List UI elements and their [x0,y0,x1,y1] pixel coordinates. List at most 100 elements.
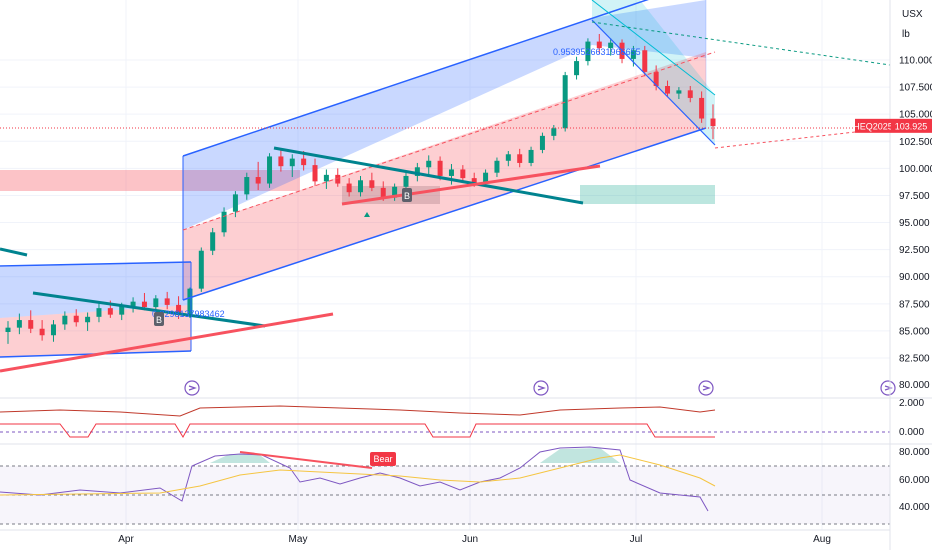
osc1-tick-label: 0.000 [899,427,924,438]
rsi-pane: Bear [0,443,932,525]
symbol-tag-bg [855,118,891,133]
candle-body [312,165,318,182]
replay-icon-arrow [537,385,546,391]
candle-body [608,42,614,49]
price-tick-label: 97.500 [899,191,930,202]
candle-body [687,90,693,98]
candle-body [85,316,91,323]
candlestick-series [5,33,716,344]
candle-body [16,320,22,328]
candle-body [574,61,580,76]
candle-body [141,301,147,308]
candle-body [562,75,568,129]
candle-body [676,90,682,94]
candle-body [380,187,386,198]
oscillator-pane-1 [0,397,932,439]
unit-label-lb: lb [902,29,910,40]
candle-body [198,250,204,289]
candle-body [494,160,500,173]
osc1-line [0,405,716,417]
b-marker-text: B [156,315,162,325]
bear-divergence-line [239,451,373,469]
price-tag-text: 103.925 [895,121,928,131]
candle-body [176,304,182,315]
replay-icon [698,380,714,396]
candle-body [642,50,648,72]
rsi-ma-line [0,454,716,496]
time-tick-label: May [289,534,308,545]
b-marker-bg [402,188,412,202]
candle-body [5,327,11,332]
rsi-tick-label: 80.000 [899,447,930,458]
b-marker-text: B [404,191,410,201]
desc-channel-top [591,0,716,96]
candle-body [414,167,420,176]
trendline-teal-1 [0,247,28,257]
support-zone [580,185,715,204]
price-axis[interactable]: USX lb 110.000 107.500 105.000 102.500 100.000… [853,0,932,550]
candle-body [483,172,489,183]
candle-body [665,86,671,94]
candle-body [517,154,523,163]
replay-icon-arrow [188,385,197,391]
candle-body [426,160,432,168]
unit-label-usx: USX [902,9,923,20]
replay-icon [184,380,200,396]
candle-body [278,156,284,167]
candle-body [699,97,705,119]
main-channel-lower-fill [183,52,706,300]
bear-label-text: Bear [373,454,392,464]
replay-icon-circle [698,380,714,396]
candle-body [244,177,250,195]
replay-icon-circle [184,380,200,396]
candle-body [50,324,56,336]
osc1-top-tick-label: 80.000 [899,380,930,391]
rsi-tick-label: 60.000 [899,475,930,486]
candle-body [28,320,34,329]
candle-body [232,194,238,212]
price-tick-label: 95.000 [899,218,930,229]
b-marker-bg [154,312,164,326]
candle-body [96,308,102,317]
b-marker: B [154,312,164,326]
candle-body [358,180,363,193]
candle-body [221,211,227,233]
candle-body [62,315,68,325]
price-tick-label: 100.000 [899,164,932,175]
osc1-step-line [0,423,715,439]
candle-body [130,301,136,306]
candle-body [505,154,511,161]
left-channel-lower-fill [0,305,191,357]
desc-channel-fill [592,0,715,145]
price-tick-label: 107.500 [899,83,932,94]
candle-body [210,232,216,251]
time-tick-label: Jul [630,534,643,545]
rsi-overbought-fill-1 [210,454,270,463]
osc1-tick-label: 2.000 [899,398,924,409]
price-tick-label: 90.000 [899,272,930,283]
rsi-overbought-fill-2 [540,448,620,463]
main-channel-upper-fill [183,0,706,230]
candle-body [392,186,398,198]
candle-body [255,177,261,184]
candle-body [187,288,193,315]
fib-label-2: 0.8298137983462 [152,309,225,319]
candle-body [596,41,602,49]
price-tick-label: 105.000 [899,110,932,121]
candle-body [164,298,170,305]
price-tick-label: 102.500 [899,137,932,148]
price-tag-bg [891,118,932,133]
candle-body [73,315,79,323]
drawing-zones [0,0,715,357]
candle-body [39,328,45,336]
price-tick-label: 85.000 [899,326,930,337]
candle-body [551,128,557,136]
candle-body [107,308,113,315]
candle-body [335,174,341,184]
projection-line-teal [591,21,891,66]
time-axis[interactable]: Apr May Jun Jul Aug [0,529,890,545]
replay-icon-circle [880,380,896,396]
candle-body [323,174,329,182]
